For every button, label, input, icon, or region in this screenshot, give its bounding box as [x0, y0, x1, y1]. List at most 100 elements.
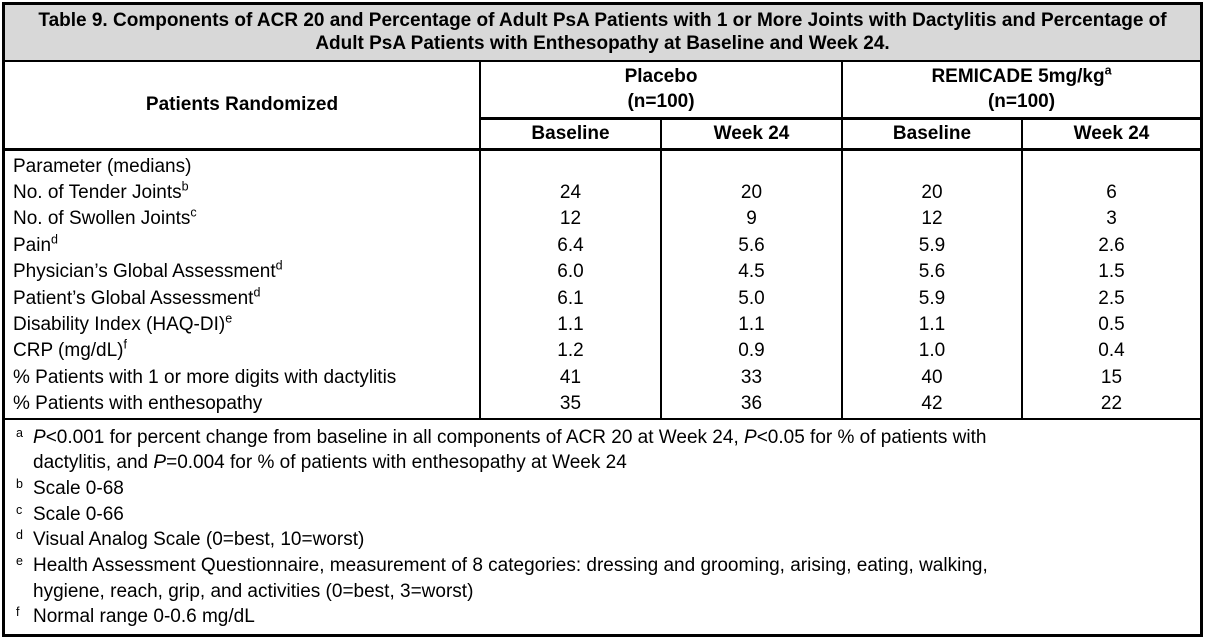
footnote-a-marker: a: [16, 425, 23, 440]
row-label: No. of Tender Jointsb: [13, 179, 189, 203]
cell: 12: [841, 206, 1022, 233]
superscript-marker: b: [181, 179, 189, 194]
table-row-swollen-joints: No. of Swollen Jointsc 12 9 12 3: [5, 205, 1200, 233]
cell: [479, 149, 661, 180]
footnote-d-text: Visual Analog Scale (0=best, 10=worst): [33, 529, 365, 551]
footnote-b-text: Scale 0-68: [33, 477, 124, 499]
cell: 5.9: [841, 285, 1022, 312]
cell: 6.0: [479, 259, 661, 286]
table-row-pain: Paind 6.4 5.6 5.9 2.6: [5, 232, 1200, 260]
row-label: CRP (mg/dL)f: [13, 338, 127, 362]
table-row-parameter-medians: Parameter (medians): [5, 149, 1200, 180]
cell: 24: [479, 179, 661, 207]
cell: 1.2: [479, 338, 661, 365]
column-header-placebo-baseline: Baseline: [479, 118, 661, 151]
footnote-e-marker: e: [16, 554, 23, 569]
cell: 1.5: [1021, 259, 1200, 286]
cell: 5.0: [660, 285, 842, 312]
group-remicade-name: REMICADE 5mg/kga: [931, 63, 1112, 88]
subheader-row: Baseline Week 24 Baseline Week 24: [5, 118, 1200, 151]
table-header: Patients Randomized Placebo (n=100) REMI…: [5, 62, 1200, 151]
superscript-marker: d: [275, 258, 283, 273]
cell: 40: [841, 364, 1022, 392]
cell: [1021, 149, 1200, 180]
cell: 36: [660, 391, 842, 418]
cell: 6: [1021, 179, 1200, 207]
table-row-tender-joints: No. of Tender Jointsb 24 20 20 6: [5, 179, 1200, 207]
cell: 5.6: [660, 232, 842, 260]
table-row-physician-global: Physician’s Global Assessmentd 6.0 4.5 5…: [5, 258, 1200, 286]
cell: 4.5: [660, 259, 842, 286]
superscript-marker: e: [225, 311, 233, 326]
cell: 22: [1021, 391, 1200, 418]
table-row-disability-index: Disability Index (HAQ-DI)e 1.1 1.1 1.1 0…: [5, 311, 1200, 339]
row-label: % Patients with enthesopathy: [13, 393, 263, 415]
footnote-b-marker: b: [16, 476, 23, 491]
table-row-patient-global: Patient’s Global Assessmentd 6.1 5.0 5.9…: [5, 285, 1200, 312]
footnote-c-text: Scale 0-66: [33, 503, 124, 525]
cell: 0.5: [1021, 311, 1200, 339]
table-row-crp: CRP (mg/dL)f 1.2 0.9 1.0 0.4: [5, 338, 1200, 365]
cell: 5.6: [841, 259, 1022, 286]
footnote-c: c Scale 0-66: [11, 502, 1192, 528]
group-header-row: Patients Randomized Placebo (n=100) REMI…: [5, 62, 1200, 151]
superscript-marker: a: [1104, 63, 1112, 78]
row-label: No. of Swollen Jointsc: [13, 205, 197, 230]
cell: 6.1: [479, 285, 661, 312]
footnote-d-marker: d: [16, 528, 23, 543]
superscript-marker: d: [253, 285, 261, 300]
column-header-patients-randomized: Patients Randomized: [5, 62, 480, 151]
cell: [660, 149, 842, 180]
footnote-f-marker: f: [16, 605, 20, 620]
superscript-marker: d: [51, 232, 58, 247]
row-label: Disability Index (HAQ-DI)e: [13, 311, 233, 335]
column-header-remicade-baseline: Baseline: [841, 118, 1022, 151]
cell: 5.9: [841, 232, 1022, 260]
cell: 0.4: [1021, 338, 1200, 365]
footnote-c-marker: c: [16, 502, 23, 517]
table-row-enthesopathy: % Patients with enthesopathy 35 36 42 22: [5, 391, 1200, 418]
footnote-a-line-2: dactylitis, and P=0.004 for % of patient…: [33, 452, 627, 474]
row-label: Paind: [13, 232, 58, 256]
table-title: Table 9. Components of ACR 20 and Percen…: [5, 5, 1200, 62]
cell: 20: [841, 179, 1022, 207]
cell: 42: [841, 391, 1022, 418]
cell: 2.5: [1021, 285, 1200, 312]
superscript-marker: f: [123, 338, 127, 353]
column-header-remicade-week24: Week 24: [1021, 118, 1200, 151]
cell: 0.9: [660, 338, 842, 365]
cell: 41: [479, 364, 661, 392]
cell: 15: [1021, 364, 1200, 392]
footnote-e-line-1: Health Assessment Questionnaire, measure…: [33, 555, 988, 577]
cell: 20: [660, 179, 842, 207]
row-label: Parameter (medians): [13, 155, 192, 177]
footnote-e-line-2: hygiene, reach, grip, and activities (0=…: [33, 580, 474, 602]
row-label: % Patients with 1 or more digits with da…: [13, 366, 397, 388]
footnote-f-text: Normal range 0-0.6 mg/dL: [33, 606, 255, 628]
cell: 12: [479, 206, 661, 233]
row-label: Patient’s Global Assessmentd: [13, 285, 261, 309]
table-row-dactylitis: % Patients with 1 or more digits with da…: [5, 364, 1200, 392]
footnote-b: b Scale 0-68: [11, 476, 1192, 502]
footnote-a: a P<0.001 for percent change from baseli…: [11, 425, 1192, 476]
column-group-placebo: Placebo (n=100): [479, 62, 842, 120]
table-body: Parameter (medians) No. of Tender Joints…: [5, 149, 1200, 418]
footnote-e: e Health Assessment Questionnaire, measu…: [11, 553, 1192, 604]
data-table: Patients Randomized Placebo (n=100) REMI…: [5, 62, 1200, 418]
superscript-marker: c: [190, 205, 197, 220]
row-label: Physician’s Global Assessmentd: [13, 258, 283, 283]
footnote-d: d Visual Analog Scale (0=best, 10=worst): [11, 527, 1192, 553]
cell: 2.6: [1021, 232, 1200, 260]
column-header-placebo-week24: Week 24: [660, 118, 842, 151]
cell: 9: [660, 206, 842, 233]
cell: 1.1: [841, 311, 1022, 339]
cell: 33: [660, 364, 842, 392]
cell: 3: [1021, 206, 1200, 233]
column-group-remicade: REMICADE 5mg/kga (n=100): [841, 62, 1200, 120]
group-remicade-n: (n=100): [987, 91, 1056, 113]
group-placebo-name: Placebo: [624, 66, 698, 88]
cell: 1.0: [841, 338, 1022, 365]
cell: 1.1: [660, 311, 842, 339]
